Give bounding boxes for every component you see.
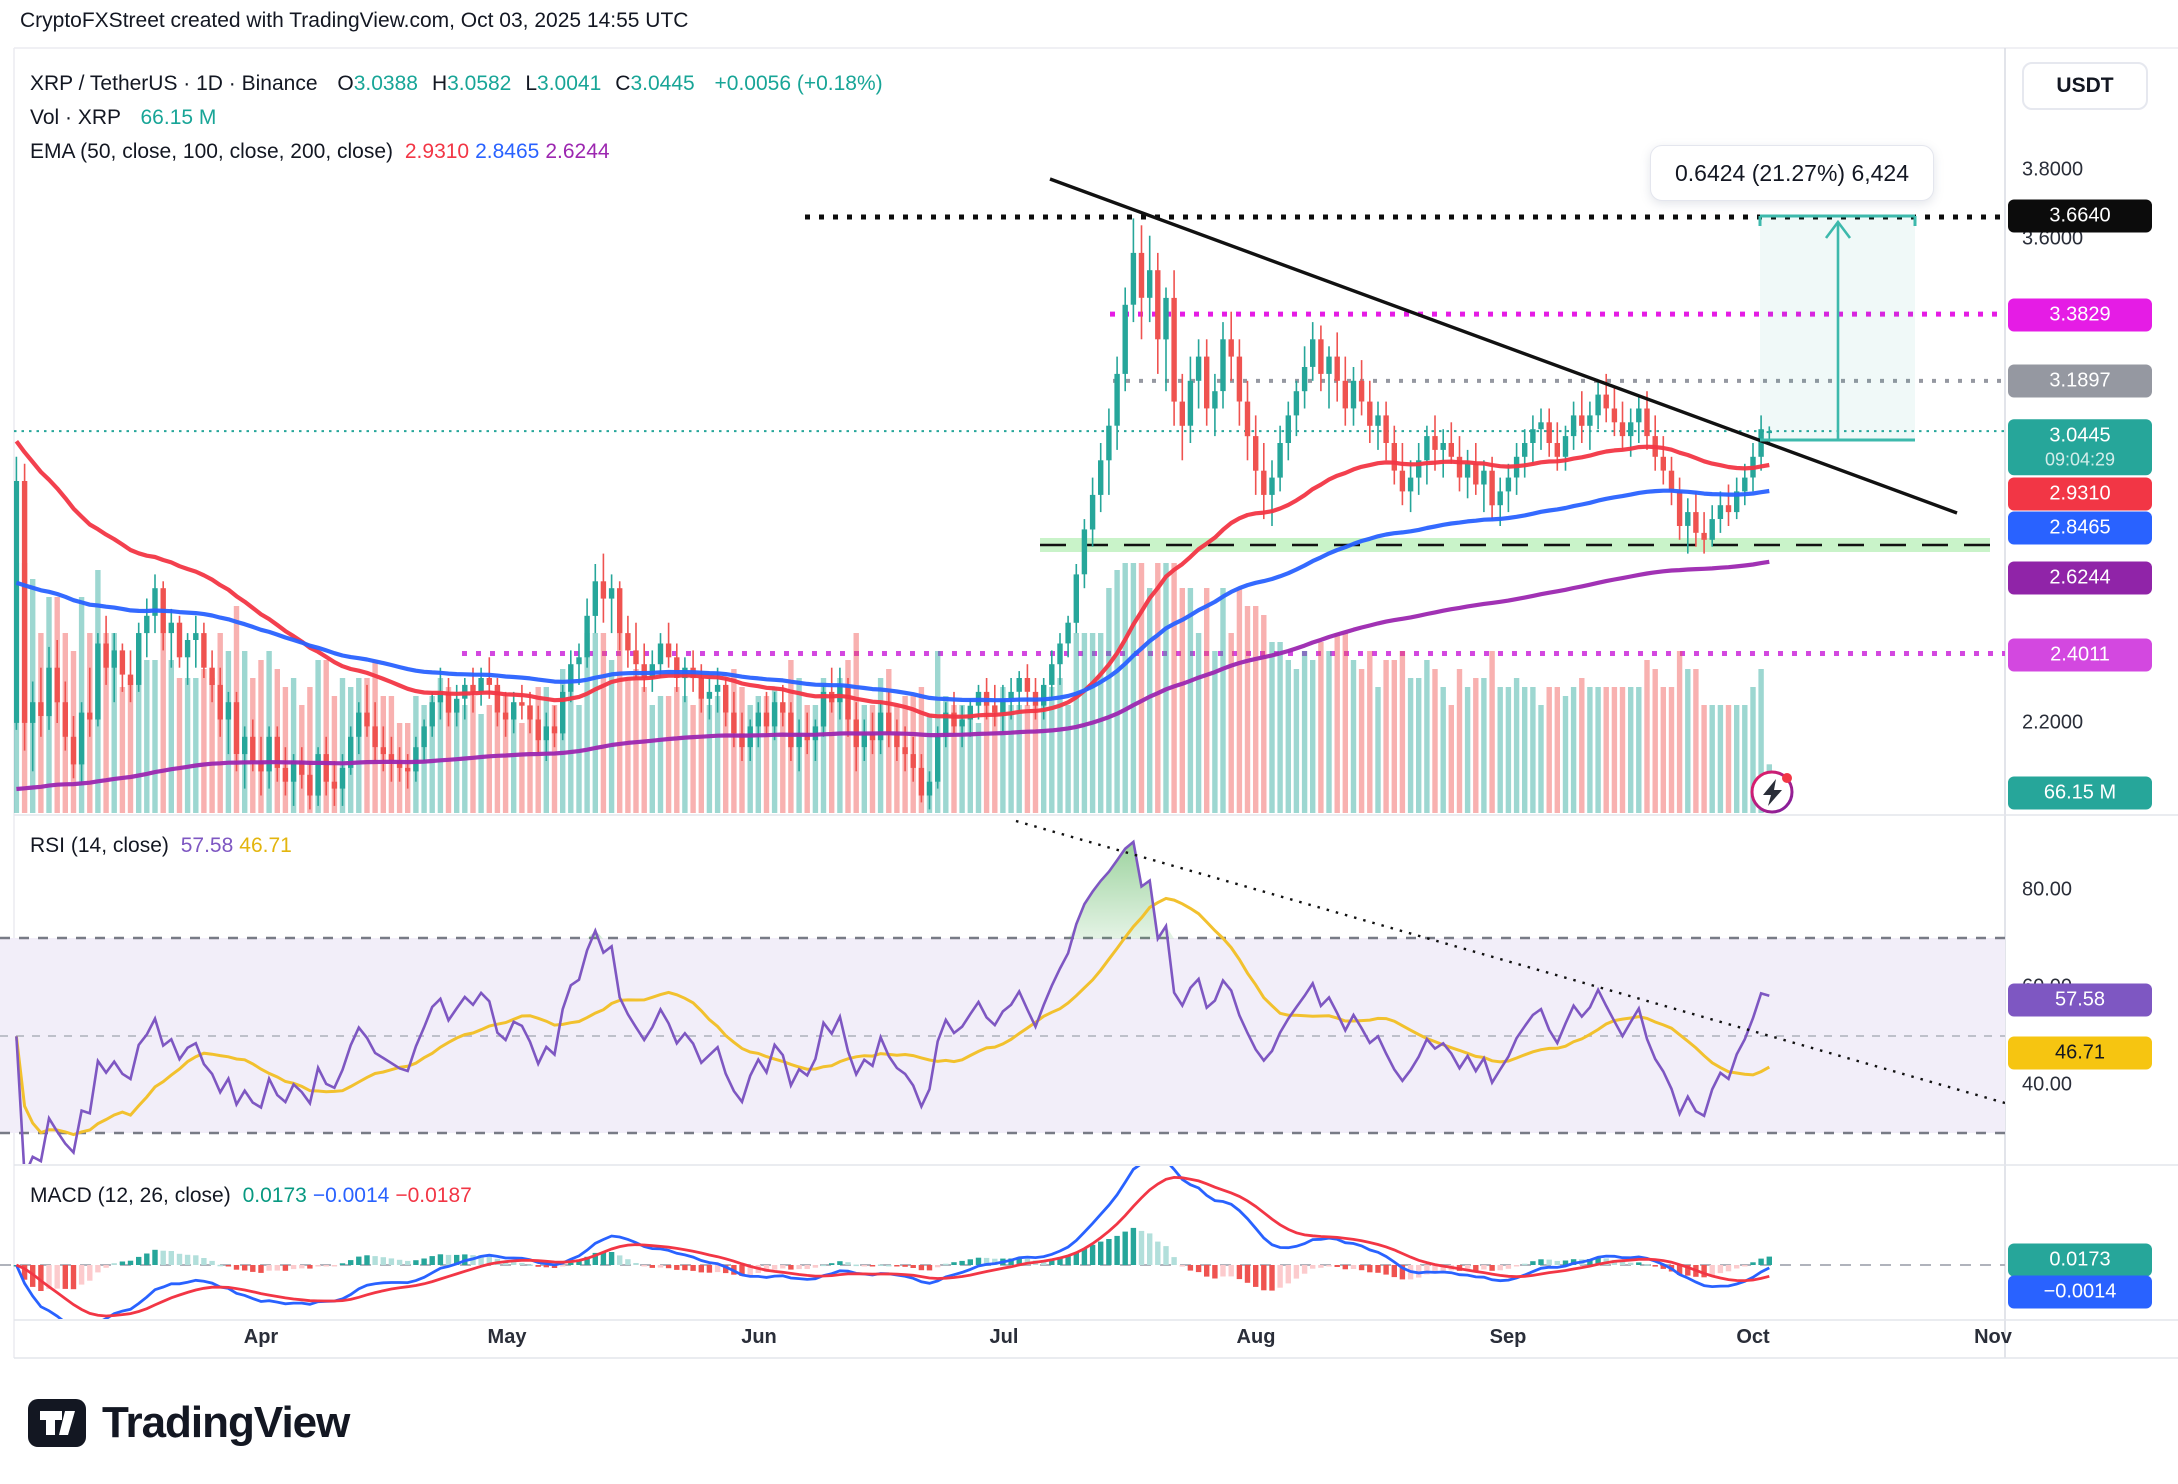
- rsi-legend[interactable]: RSI (14, close) 57.58 46.71: [30, 834, 292, 858]
- axis-label-40.00: 40.00: [2022, 1073, 2073, 1096]
- price-badge-3.0445: 3.0445 09:04:29: [2008, 419, 2152, 475]
- tradingview-wordmark: TradingView: [102, 1398, 350, 1447]
- price-badge-−0.0014: −0.0014: [2008, 1275, 2152, 1309]
- ohlc-values: O3.0388 H3.0582 L3.0041 C3.0445: [323, 72, 694, 95]
- axis-label-80.00: 80.00: [2022, 878, 2073, 901]
- price-badge-66.15 M: 66.15 M: [2008, 776, 2152, 810]
- ohlc-C: C3.0445: [615, 72, 695, 95]
- volume-legend[interactable]: Vol · XRP 66.15 M: [30, 106, 216, 130]
- month-label-Apr: Apr: [243, 1326, 279, 1348]
- macd-label: MACD (12, 26, close): [30, 1184, 231, 1207]
- volume-value: 66.15 M: [140, 106, 217, 129]
- macd-value-1: −0.0014: [312, 1184, 390, 1207]
- month-label-Nov: Nov: [1974, 1326, 2012, 1348]
- ohlc-L: L3.0041: [525, 72, 602, 95]
- symbol-legend[interactable]: XRP / TetherUS · 1D · Binance O3.0388 H3.…: [30, 72, 883, 96]
- volume-label: Vol · XRP: [30, 106, 121, 129]
- change-value: +0.0056 (+0.18%): [714, 72, 883, 95]
- price-badge-2.4011: 2.4011: [2008, 638, 2152, 672]
- macd-value-2: −0.0187: [395, 1184, 472, 1207]
- macd-values: 0.0173 −0.0014 −0.0187: [237, 1184, 472, 1207]
- ema-value-2: 2.6244: [545, 140, 610, 163]
- ema-value-0: 2.9310: [404, 140, 470, 163]
- rsi-values: 57.58 46.71: [175, 834, 292, 857]
- boost-icon[interactable]: [1750, 770, 1794, 814]
- price-badge-0.0173: 0.0173: [2008, 1243, 2152, 1277]
- measure-tooltip: 0.6424 (21.27%) 6,424: [1650, 145, 1934, 201]
- price-badge-46.71: 46.71: [2008, 1036, 2152, 1070]
- ohlc-H: H3.0582: [431, 72, 512, 95]
- axis-label-3.8000: 3.8000: [2022, 158, 2084, 181]
- ohlc-O: O3.0388: [337, 72, 418, 95]
- currency-toggle-button[interactable]: USDT: [2022, 62, 2148, 110]
- axis-label-2.2000: 2.2000: [2022, 711, 2084, 734]
- ema-values: 2.9310 2.8465 2.6244: [399, 140, 610, 163]
- month-label-Jun: Jun: [741, 1326, 777, 1348]
- macd-legend[interactable]: MACD (12, 26, close) 0.0173 −0.0014 −0.018…: [30, 1184, 472, 1208]
- price-badge-3.3829: 3.3829: [2008, 298, 2152, 332]
- macd-value-0: 0.0173: [242, 1184, 307, 1207]
- axis-label-3.6000: 3.6000: [2022, 227, 2084, 250]
- price-badge-57.58: 57.58: [2008, 983, 2152, 1017]
- price-badge-3.6640: 3.6640: [2008, 199, 2152, 233]
- price-badge-2.6244: 2.6244: [2008, 561, 2152, 595]
- ema-value-1: 2.8465: [475, 140, 540, 163]
- month-label-Aug: Aug: [1236, 1326, 1276, 1348]
- month-label-Sep: Sep: [1489, 1326, 1527, 1348]
- price-badge-2.8465: 2.8465: [2008, 511, 2152, 545]
- ema-legend[interactable]: EMA (50, close, 100, close, 200, close) …: [30, 140, 610, 164]
- price-badge-3.1897: 3.1897: [2008, 364, 2152, 398]
- rsi-label: RSI (14, close): [30, 834, 169, 857]
- price-badge-2.9310: 2.9310: [2008, 477, 2152, 511]
- rsi-value-1: 46.71: [239, 834, 292, 857]
- rsi-value-0: 57.58: [180, 834, 234, 857]
- tradingview-logo[interactable]: TradingView: [28, 1398, 350, 1448]
- credit-line: CryptoFXStreet created with TradingView.…: [20, 9, 689, 32]
- month-label-May: May: [487, 1326, 527, 1348]
- ema-label: EMA (50, close, 100, close, 200, close): [30, 140, 394, 163]
- tradingview-logo-icon: [28, 1399, 86, 1447]
- month-label-Oct: Oct: [1736, 1326, 1770, 1348]
- symbol-title: XRP / TetherUS · 1D · Binance: [30, 72, 318, 95]
- month-label-Jul: Jul: [989, 1326, 1019, 1348]
